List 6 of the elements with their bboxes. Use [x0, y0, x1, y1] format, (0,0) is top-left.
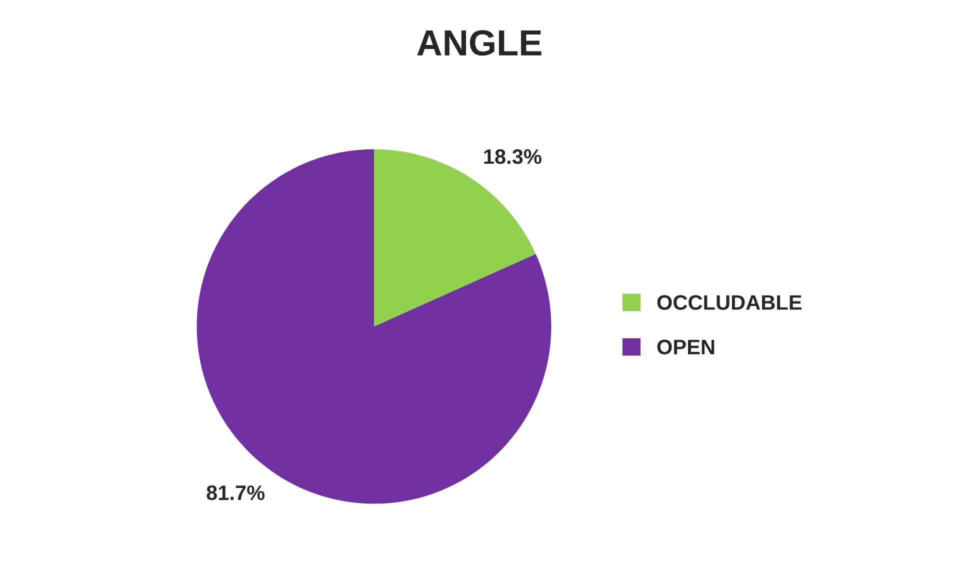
- data-label: 81.7%: [206, 485, 265, 500]
- legend-label: OCCLUDABLE: [657, 295, 802, 310]
- legend-label: OPEN: [657, 340, 714, 354]
- data-label: 18.3%: [484, 149, 542, 164]
- pie-slice: [196, 149, 552, 504]
- chart-title: ANGLE: [417, 30, 542, 56]
